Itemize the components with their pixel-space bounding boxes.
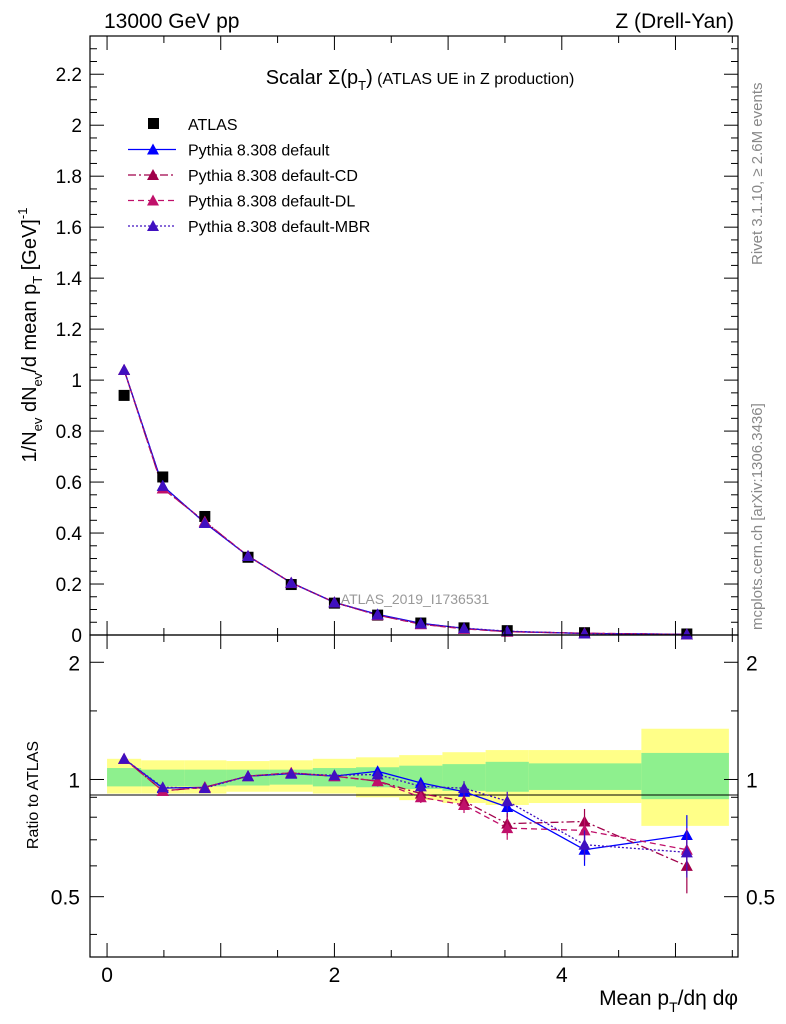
ratio-frame — [89, 634, 739, 958]
ratio-point-3 — [680, 846, 693, 858]
ratio-point-2 — [458, 798, 471, 810]
ratio-ylabel: Ratio to ATLAS — [25, 741, 42, 849]
ytick-label: 1.4 — [56, 269, 83, 290]
data-point-4 — [371, 608, 384, 620]
legend-marker-0 — [148, 118, 159, 129]
main-panel: 0 0.2 0.4 0.6 0.8 1 1.2 1.4 1.6 1.8 2 2.2 Scalar Σ(… — [15, 35, 739, 647]
ratio-ytick-label-right: 1 — [746, 769, 758, 792]
ratio-ytick-label-right: 0.5 — [746, 887, 775, 910]
ytick-label: 0 — [71, 626, 82, 647]
main-xaxis-ticks — [106, 36, 733, 635]
ratio-ytick-label: 0.5 — [51, 887, 80, 910]
ratio-point-3 — [458, 782, 471, 794]
legend-label-3: Pythia 8.308 default-DL — [188, 194, 355, 211]
ratio-point-3 — [328, 769, 341, 781]
data-point-4 — [578, 627, 591, 639]
plot-title: Scalar Σ(pT) (ATLAS UE in Z production) — [266, 67, 575, 93]
main-marks — [118, 363, 693, 640]
ratio-point-3 — [198, 782, 211, 794]
data-point-4 — [118, 363, 131, 375]
ratio-point-3 — [242, 770, 255, 782]
ytick-label: 0.8 — [56, 422, 82, 443]
mcplots-label: mcplots.cern.ch [arXiv:1306.3436] — [749, 403, 766, 630]
ratio-point-3 — [156, 781, 169, 793]
ratio-line-3 — [123, 758, 687, 853]
legend-label-1: Pythia 8.308 default — [188, 143, 330, 160]
ytick-label: 1.8 — [56, 167, 82, 188]
ytick-label: 0.4 — [56, 524, 83, 545]
band-green — [184, 769, 227, 787]
legend-marker-2 — [147, 169, 159, 180]
watermark: ATLAS_2019_I1736531 — [341, 591, 490, 607]
ratio-ytick-label: 1 — [68, 769, 80, 792]
xtick-label: 0 — [101, 964, 113, 987]
xtick-label: 4 — [556, 964, 568, 987]
data-point-4 — [501, 625, 514, 637]
legend-marker-4 — [147, 220, 159, 231]
series-line-4 — [123, 369, 687, 635]
data-point-4 — [328, 596, 341, 608]
legend: ATLAS Pythia 8.308 default Pythia 8.308 de… — [128, 117, 370, 236]
data-point-4 — [680, 628, 693, 640]
xlabel: Mean pT/dη dφ — [599, 987, 738, 1015]
ratio-bands — [107, 728, 729, 826]
ratio-point-2 — [501, 822, 514, 834]
ratio-marks — [118, 752, 693, 894]
band-green — [107, 768, 142, 787]
legend-label-4: Pythia 8.308 default-MBR — [188, 219, 370, 236]
ratio-point-2 — [414, 791, 427, 803]
ratio-point-3 — [285, 767, 298, 779]
ratio-point-3 — [414, 780, 427, 792]
ratio-point-3 — [118, 752, 131, 764]
ytick-label: 2.2 — [56, 65, 82, 86]
ratio-ytick-label: 2 — [68, 652, 80, 675]
ratio-point-2 — [371, 775, 384, 787]
data-point-4 — [242, 549, 255, 561]
ratio-ytick-label-right: 2 — [746, 652, 758, 675]
main-ylabel: 1/Nev dNev/d mean pT [GeV]-1 — [15, 208, 45, 463]
data-point-4 — [156, 479, 169, 491]
ytick-label: 0.2 — [56, 575, 82, 596]
band-green — [641, 752, 729, 800]
data-point-4 — [285, 576, 298, 588]
ytick-label: 1.2 — [56, 320, 82, 341]
ytick-label: 1.6 — [56, 218, 82, 239]
legend-label-2: Pythia 8.308 default-CD — [188, 168, 358, 185]
data-point-4 — [458, 622, 471, 634]
ratio-yaxis: 0.5 0.5 1 1 2 2 — [51, 652, 775, 935]
data-point-atlas — [157, 471, 169, 483]
rivet-label: Rivet 3.1.10, ≥ 2.6M events — [749, 83, 766, 266]
ratio-point-3 — [371, 768, 384, 780]
legend-marker-1 — [147, 143, 159, 155]
ytick-label: 1 — [71, 371, 82, 392]
legend-marker-3 — [147, 194, 159, 206]
legend-label-0: ATLAS — [188, 117, 238, 134]
band-green — [485, 761, 529, 792]
header-left: 13000 GeV pp — [104, 10, 239, 33]
ytick-label: 0.6 — [56, 473, 82, 494]
ratio-xaxis: 0 2 4 — [101, 635, 733, 987]
header-right: Z (Drell-Yan) — [615, 10, 734, 33]
data-point-4 — [198, 516, 211, 528]
xtick-label: 2 — [329, 964, 341, 987]
main-yaxis: 0 0.2 0.4 0.6 0.8 1 1.2 1.4 1.6 1.8 2 2.2 — [56, 35, 738, 647]
data-point-4 — [414, 617, 427, 629]
ratio-point-3 — [578, 838, 591, 850]
ratio-point-2 — [578, 824, 591, 836]
band-green — [528, 763, 642, 790]
ratio-point-3 — [501, 795, 514, 807]
ytick-label: 2 — [71, 116, 82, 137]
ratio-panel: 0.5 0.5 1 1 2 2 0 2 4 Ratio to ATLAS Mean pT/dη… — [25, 634, 775, 1015]
ratio-line-2 — [123, 758, 687, 851]
data-point-atlas — [118, 389, 130, 401]
